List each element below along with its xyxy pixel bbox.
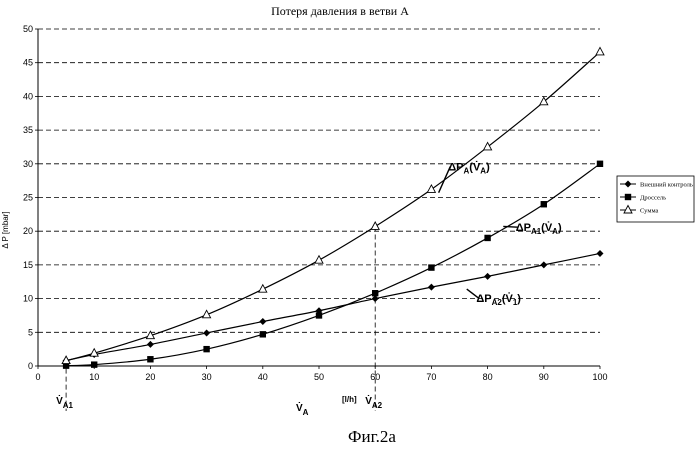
point-diamond bbox=[147, 341, 154, 348]
point-diamond bbox=[540, 261, 547, 268]
annotation-label: ΔPA2(V̇1) bbox=[476, 292, 521, 307]
annotation-arg: (V̇ bbox=[541, 222, 553, 235]
legend-label: Сумма bbox=[640, 208, 659, 215]
marker-label-sub: A2 bbox=[372, 401, 383, 410]
y-tick-label: 0 bbox=[28, 361, 33, 371]
point-diamond bbox=[597, 250, 604, 257]
annotation-close: ) bbox=[486, 162, 490, 174]
series-3 bbox=[62, 47, 604, 363]
annotation-close: ) bbox=[558, 222, 562, 234]
point-diamond bbox=[259, 318, 266, 325]
point-square bbox=[372, 290, 378, 296]
y-tick-label: 35 bbox=[23, 125, 33, 135]
point-triangle bbox=[315, 256, 323, 264]
annotation-arg: (V̇ bbox=[469, 161, 481, 174]
legend-label: Внешний контроль bbox=[640, 182, 693, 189]
annotation-arg: (V̇ bbox=[502, 292, 514, 305]
annotation-label: ΔPA(V̇A) bbox=[448, 161, 490, 176]
point-square bbox=[91, 361, 97, 367]
x-tick-label: 40 bbox=[258, 372, 268, 382]
x-axis-unit: [l/h] bbox=[342, 395, 357, 404]
x-tick-label: 0 bbox=[35, 372, 40, 382]
x-tick-label: 50 bbox=[314, 372, 324, 382]
point-triangle bbox=[540, 97, 548, 105]
x-tick-label: 10 bbox=[89, 372, 99, 382]
point-square bbox=[260, 331, 266, 337]
point-triangle bbox=[596, 47, 604, 55]
series-lines bbox=[62, 47, 604, 368]
annotation-label: ΔPA1(V̇A) bbox=[516, 222, 562, 237]
point-triangle bbox=[371, 222, 379, 230]
x-tick-label: 30 bbox=[202, 372, 212, 382]
y-tick-label: 45 bbox=[23, 58, 33, 68]
x-tick-label: 100 bbox=[592, 372, 607, 382]
curve-annotations: ΔPA(V̇A) ΔPA1(V̇A) ΔPA2(V̇1) bbox=[439, 161, 562, 307]
x-axis-symbol: V̇A bbox=[296, 402, 309, 417]
y-tick-label: 10 bbox=[23, 294, 33, 304]
x-tick-label: 80 bbox=[483, 372, 493, 382]
y-tick-label: 25 bbox=[23, 193, 33, 203]
point-square bbox=[428, 264, 434, 270]
tick-labels: 0510152025303540455001020304050607080901… bbox=[23, 24, 608, 382]
chart-title: Потеря давления в ветви А bbox=[271, 4, 409, 18]
point-diamond bbox=[203, 329, 210, 336]
x-tick-label: 20 bbox=[145, 372, 155, 382]
point-square bbox=[316, 312, 322, 318]
point-square bbox=[625, 194, 631, 200]
annotation-close: ) bbox=[517, 293, 521, 305]
marker-label: V̇A2 bbox=[365, 395, 382, 410]
legend-label: Дроссель bbox=[640, 195, 666, 202]
point-diamond bbox=[484, 273, 491, 280]
series-line bbox=[66, 52, 600, 361]
annotation-base: ΔP bbox=[516, 222, 531, 234]
point-square bbox=[541, 201, 547, 207]
point-diamond bbox=[428, 284, 435, 291]
series-1 bbox=[63, 250, 604, 364]
point-square bbox=[203, 346, 209, 352]
point-triangle bbox=[484, 142, 492, 150]
y-tick-label: 15 bbox=[23, 260, 33, 270]
marker-label-sub: A1 bbox=[63, 401, 74, 410]
grid bbox=[38, 29, 600, 332]
point-square bbox=[597, 161, 603, 167]
x-markers: V̇A1 V̇A2 V̇A [l/h] bbox=[56, 226, 383, 417]
y-tick-label: 5 bbox=[28, 327, 33, 337]
point-square bbox=[484, 235, 490, 241]
point-triangle bbox=[427, 185, 435, 193]
y-tick-label: 50 bbox=[23, 24, 33, 34]
marker-label: V̇A1 bbox=[56, 395, 73, 410]
annotation-base: ΔP bbox=[476, 293, 491, 305]
figure-caption: Фиг.2а bbox=[348, 427, 396, 446]
legend: Внешний контроль Дроссель Сумма bbox=[617, 176, 694, 222]
series-line bbox=[66, 253, 600, 360]
annotation-sub: A2 bbox=[492, 298, 503, 307]
annotation-sub: A1 bbox=[531, 227, 542, 236]
x-tick-label: 90 bbox=[539, 372, 549, 382]
y-axis-label: Δ P [mbar] bbox=[1, 211, 10, 248]
y-tick-label: 30 bbox=[23, 159, 33, 169]
x-axis-symbol-sub: A bbox=[303, 408, 309, 417]
y-tick-label: 20 bbox=[23, 226, 33, 236]
x-tick-label: 70 bbox=[426, 372, 436, 382]
annotation-base: ΔP bbox=[448, 162, 463, 174]
point-square bbox=[147, 356, 153, 362]
y-tick-label: 40 bbox=[23, 91, 33, 101]
